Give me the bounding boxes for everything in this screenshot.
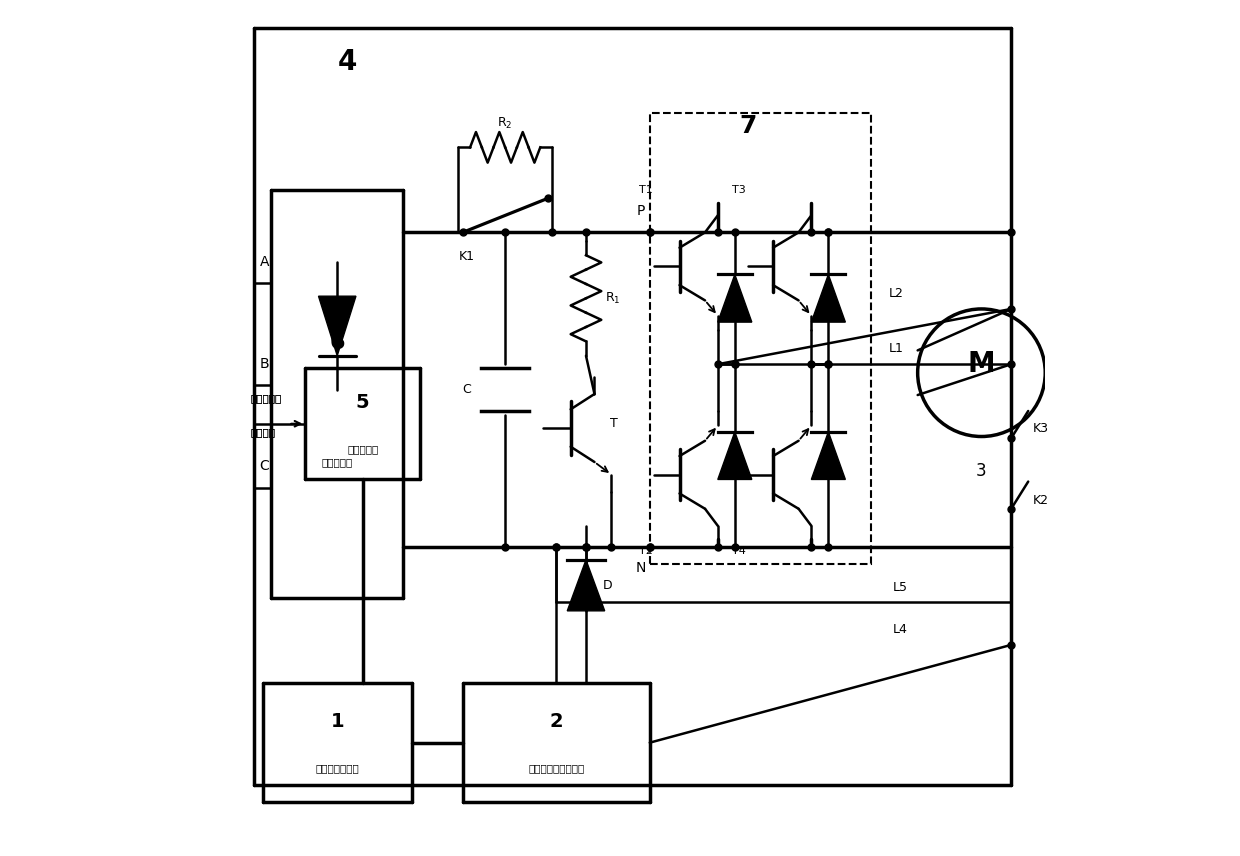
Polygon shape [718,431,751,479]
Text: R$_1$: R$_1$ [605,291,621,306]
Text: 5: 5 [356,393,370,412]
Text: 交流电源: 交流电源 [250,427,275,437]
Text: T1: T1 [639,185,652,195]
Polygon shape [567,560,605,611]
Text: N: N [636,562,646,575]
Text: B: B [259,357,269,372]
Text: A: A [259,255,269,269]
Text: 3: 3 [976,461,987,479]
Text: C: C [463,383,471,396]
Text: K3: K3 [1033,421,1049,435]
Text: 4: 4 [339,48,357,76]
Text: K1: K1 [459,250,475,263]
Text: L1: L1 [889,342,904,355]
Text: 2: 2 [549,712,563,731]
Text: 6: 6 [330,333,345,353]
Text: （超级电容组）: （超级电容组） [315,764,360,773]
Text: R$_2$: R$_2$ [497,116,513,131]
Text: T: T [610,417,618,431]
Text: K2: K2 [1033,494,1049,507]
Text: 交流电源: 交流电源 [250,427,275,437]
Text: 1: 1 [330,712,343,731]
Text: （充电机）: （充电机） [347,444,378,455]
Bar [650,113,870,564]
Text: P: P [637,204,646,218]
Text: （升压直流变换器）: （升压直流变换器） [528,764,584,773]
Text: 7: 7 [739,114,756,138]
Polygon shape [811,431,846,479]
Text: M: M [967,350,996,378]
Text: 单相或三相: 单相或三相 [250,393,281,403]
Polygon shape [718,275,751,322]
Polygon shape [319,296,356,356]
Text: T3: T3 [732,185,746,195]
Text: 单相或三相: 单相或三相 [250,393,281,403]
Text: （整流桥）: （整流桥） [321,457,353,467]
Text: L2: L2 [889,287,904,300]
Text: C: C [259,460,269,473]
Text: T2: T2 [639,546,652,556]
Text: T4: T4 [732,546,746,556]
Text: L5: L5 [893,580,908,593]
Text: D: D [603,579,613,591]
Text: L4: L4 [893,623,908,636]
Polygon shape [811,275,846,322]
